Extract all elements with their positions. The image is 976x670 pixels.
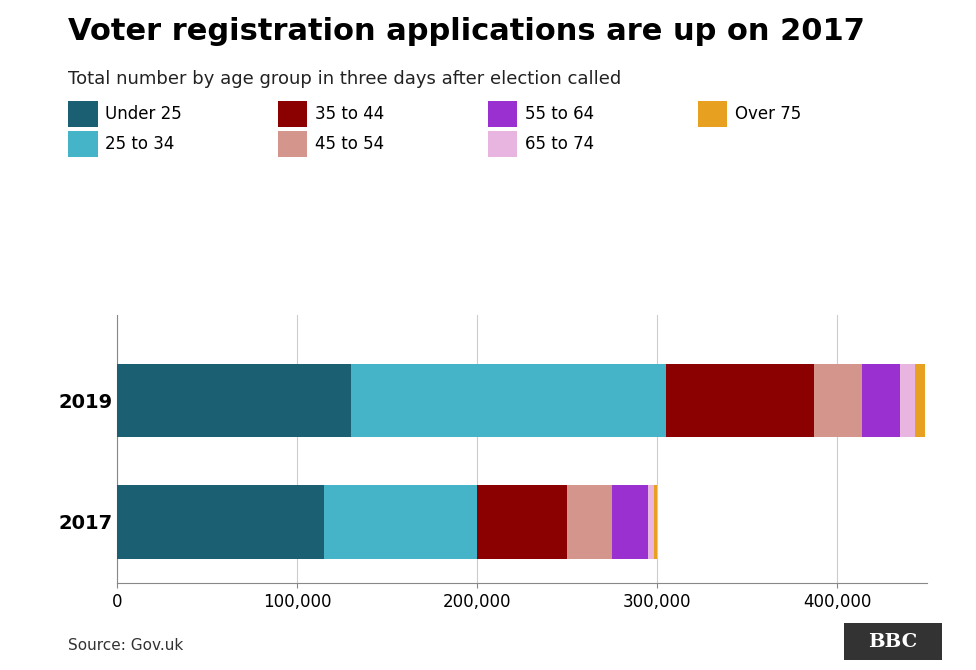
Text: Over 75: Over 75 [735,105,801,123]
Text: 55 to 64: 55 to 64 [525,105,594,123]
Bar [915,364,925,437]
Bar [477,486,567,559]
Text: Total number by age group in three days after election called: Total number by age group in three days … [68,70,622,88]
Bar [324,486,477,559]
Text: 35 to 44: 35 to 44 [315,105,385,123]
Bar [117,364,351,437]
Bar [567,486,612,559]
Text: Under 25: Under 25 [105,105,183,123]
Bar [814,364,863,437]
Bar [351,364,667,437]
Text: Voter registration applications are up on 2017: Voter registration applications are up o… [68,17,865,46]
Bar [612,486,648,559]
Text: 65 to 74: 65 to 74 [525,135,594,153]
Bar [863,364,900,437]
Bar [654,486,657,559]
Bar [117,486,324,559]
Bar [900,364,915,437]
Bar [667,364,814,437]
Bar [648,486,654,559]
Text: BBC: BBC [869,632,917,651]
Text: 45 to 54: 45 to 54 [315,135,385,153]
Text: Source: Gov.uk: Source: Gov.uk [68,639,183,653]
Text: 25 to 34: 25 to 34 [105,135,175,153]
